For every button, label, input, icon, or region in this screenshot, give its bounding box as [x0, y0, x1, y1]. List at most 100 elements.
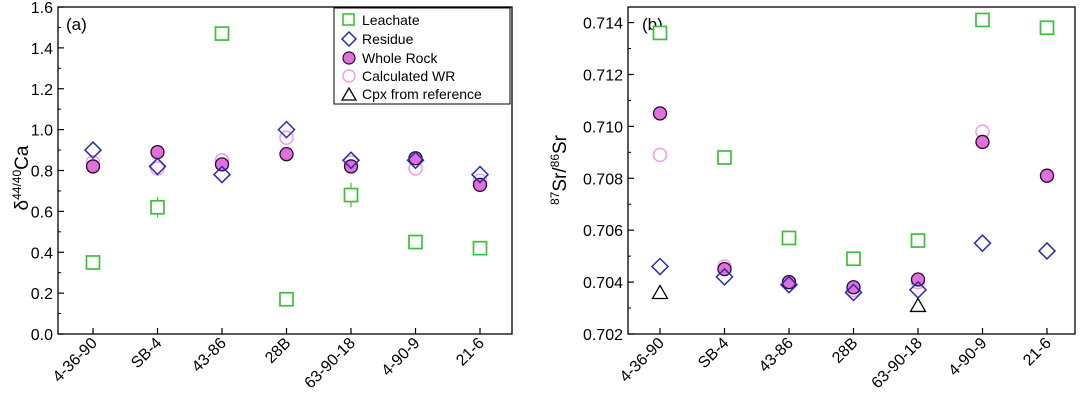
leachate-point: [214, 26, 230, 41]
legend-whole-rock-marker: [342, 51, 356, 65]
y-label-b-tail: Sr: [550, 134, 571, 154]
y-tick-label: 1.6: [31, 0, 53, 17]
plot-frame-b: [627, 6, 1076, 335]
whole-rock-point: [910, 272, 926, 287]
legend-box: [333, 7, 511, 105]
data-points-b: [650, 12, 1057, 313]
y-tick-label: 1.4: [31, 41, 53, 58]
x-ticks-b: 4-36-90 SB-4 43-86 28B 63-90-18 4-90-9 21-6: [617, 328, 1055, 392]
y-tick-label: 0.702: [583, 327, 623, 344]
legend-calculated-wr-marker: [342, 69, 356, 83]
legend-residue-label: Residue: [362, 31, 414, 47]
legend-cpx-marker: [340, 86, 358, 101]
x-tick-label: 21-6: [453, 335, 488, 370]
whole-rock-point: [214, 157, 230, 172]
x-tick-label: 63-90-18: [302, 335, 359, 392]
y-ticks-b: 0.702 0.704 0.706 0.708 0.710 0.712 0.714: [583, 16, 634, 344]
y-label-a-sup: 44/40: [10, 170, 24, 200]
y-axis-label-a: δ44/40Ca: [10, 145, 33, 210]
legend-leachate-marker: [342, 13, 355, 26]
leachate-point: [150, 199, 165, 215]
y-tick-label: 0.6: [31, 204, 53, 221]
leachate-point: [279, 291, 294, 307]
x-tick-label: 4-36-90: [50, 335, 101, 386]
legend-leachate-label: Leachate: [362, 12, 420, 28]
y-label-a-main: δ: [12, 200, 33, 211]
residue-point: [212, 165, 232, 184]
x-tick-label: 28B: [829, 335, 861, 367]
y-label-a-tail: Ca: [12, 145, 33, 170]
residue-point: [1037, 241, 1057, 261]
leachate-point: [472, 240, 488, 256]
x-tick-label: 43-86: [189, 335, 230, 376]
y-tick-label: 0.708: [583, 171, 623, 188]
y-label-b-mid: Sr/: [550, 167, 571, 192]
leachate-point: [846, 251, 861, 267]
whole-rock-point: [279, 146, 294, 162]
panel-b: (b) 87Sr/86Sr 0.7020.7040.7060.7080.7100…: [548, 6, 1076, 392]
x-tick-label: 43-86: [756, 335, 797, 376]
calculated-wr-point: [279, 130, 294, 146]
whole-rock-point: [846, 280, 861, 295]
y-tick-label: 0.8: [31, 164, 53, 181]
residue-point: [470, 165, 490, 184]
whole-rock-point: [150, 144, 165, 160]
legend: Leachate Residue Whole Rock Calculated W…: [333, 7, 511, 105]
panel-a: (a) δ44/40Ca 0.0 0.2 0.4 0.6 0.8 1.0 1.2 1.4 1.6…: [10, 0, 513, 392]
y-tick-label: 1.0: [31, 123, 53, 140]
y-tick-label: 0.710: [583, 119, 623, 136]
panel-label-a: (a): [66, 15, 87, 34]
legend-calculated-wr-label: Calculated WR: [362, 68, 455, 84]
whole-rock-point: [472, 177, 488, 192]
legend-whole-rock-label: Whole Rock: [362, 50, 438, 66]
y-tick-label: 1.2: [31, 82, 53, 99]
whole-rock-point: [652, 106, 668, 121]
x-ticks-a: 4-36-90 SB-4 43-86 28B 63-90-18 4-90-9 21-6: [50, 328, 488, 392]
calculated-wr-point: [652, 147, 668, 163]
x-tick-label: SB-4: [695, 335, 732, 372]
residue-point: [779, 275, 799, 294]
whole-rock-point: [85, 159, 101, 174]
residue-point: [844, 283, 863, 302]
y-tick-label: 0.714: [583, 16, 623, 33]
leachate-point: [343, 187, 359, 203]
x-tick-label: 4-90-9: [379, 335, 424, 380]
residue-point: [973, 234, 992, 253]
y-tick-label: 0.4: [31, 245, 53, 262]
legend-residue-marker: [340, 30, 358, 48]
y-label-b-sup2: 86: [548, 154, 562, 168]
leachate-point: [408, 234, 423, 250]
x-tick-label: SB-4: [128, 335, 165, 372]
whole-rock-point: [1039, 168, 1055, 183]
data-points-a: [83, 26, 490, 307]
residue-point: [341, 151, 361, 170]
leachate-point: [85, 255, 101, 270]
x-tick-label: 4-90-9: [946, 335, 991, 380]
residue-point: [277, 120, 296, 139]
residue-point: [715, 267, 734, 286]
leachate-point: [652, 25, 668, 41]
y-axis-label-b: 87Sr/86Sr: [548, 134, 571, 205]
y-tick-label: 0.2: [31, 286, 53, 303]
residue-point: [406, 151, 425, 170]
cpx-point: [651, 284, 669, 300]
y-tick-label: 0.712: [583, 67, 623, 84]
whole-rock-point: [975, 134, 990, 150]
y-ticks-a: 0.0 0.2 0.4 0.6 0.8 1.0 1.2 1.4 1.6: [31, 0, 64, 344]
residue-point: [148, 157, 167, 176]
whole-rock-point: [343, 159, 359, 174]
residue-point: [83, 141, 103, 160]
leachate-point: [910, 233, 926, 248]
cpx-point: [909, 297, 927, 313]
leachate-point: [717, 150, 732, 165]
x-tick-label: 21-6: [1020, 335, 1055, 370]
y-tick-label: 0.0: [31, 327, 53, 344]
residue-point: [650, 257, 670, 276]
y-label-b-sup1: 87: [548, 191, 562, 205]
y-tick-label: 0.704: [583, 275, 623, 292]
y-tick-label: 0.706: [583, 223, 623, 240]
leachate-point: [1039, 20, 1055, 36]
x-tick-label: 4-36-90: [617, 335, 668, 386]
x-tick-label: 63-90-18: [869, 335, 926, 392]
